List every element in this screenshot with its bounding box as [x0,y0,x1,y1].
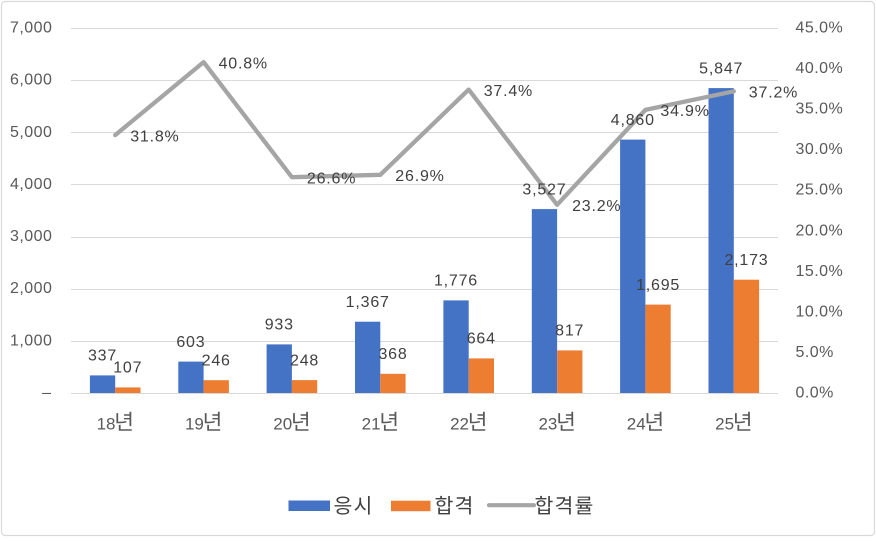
svg-text:30.0%: 30.0% [796,141,844,158]
svg-text:15.0%: 15.0% [796,263,844,280]
svg-text:1,367: 1,367 [346,294,390,311]
svg-text:40.0%: 40.0% [796,60,844,77]
svg-text:933: 933 [265,317,294,334]
svg-text:248: 248 [290,352,319,369]
svg-text:1,776: 1,776 [434,273,478,290]
svg-text:107: 107 [113,360,142,377]
svg-text:5.0%: 5.0% [796,344,834,361]
svg-text:4,860: 4,860 [611,112,655,129]
svg-text:35.0%: 35.0% [796,101,844,118]
svg-text:6,000: 6,000 [10,72,52,89]
svg-text:45.0%: 45.0% [796,20,844,37]
svg-text:1,000: 1,000 [10,332,52,349]
svg-text:19: 19 [185,414,204,433]
svg-text:2,000: 2,000 [10,280,52,297]
svg-text:22: 22 [450,414,469,433]
svg-text:20: 20 [273,414,292,433]
svg-text:5,000: 5,000 [10,124,52,141]
svg-text:37.4%: 37.4% [484,83,533,100]
svg-text:7,000: 7,000 [10,20,52,37]
svg-text:817: 817 [555,323,584,340]
svg-text:26.9%: 26.9% [395,168,444,185]
svg-text:10.0%: 10.0% [796,303,844,320]
svg-text:23.2%: 23.2% [572,198,621,215]
svg-text:337: 337 [88,348,117,365]
svg-text:246: 246 [202,352,231,369]
svg-text:25: 25 [715,414,734,433]
svg-text:40.8%: 40.8% [219,55,268,72]
svg-text:20.0%: 20.0% [796,222,844,239]
svg-text:34.9%: 34.9% [660,103,709,120]
svg-text:37.2%: 37.2% [749,85,798,102]
svg-text:603: 603 [176,334,205,351]
svg-text:24: 24 [627,414,646,433]
svg-text:3,527: 3,527 [522,181,566,198]
svg-text:23: 23 [538,414,557,433]
svg-text:31.8%: 31.8% [130,128,179,145]
svg-text:4,000: 4,000 [10,176,52,193]
svg-text:3,000: 3,000 [10,228,52,245]
svg-text:–: – [42,385,51,402]
svg-text:1,695: 1,695 [636,277,680,294]
svg-text:21: 21 [362,414,381,433]
svg-text:26.6%: 26.6% [307,171,356,188]
svg-text:0.0%: 0.0% [796,385,834,402]
svg-text:2,173: 2,173 [724,252,768,269]
svg-text:18: 18 [97,414,116,433]
svg-text:664: 664 [467,331,496,348]
svg-text:25.0%: 25.0% [796,182,844,199]
svg-text:368: 368 [378,346,407,363]
svg-text:5,847: 5,847 [699,60,743,77]
